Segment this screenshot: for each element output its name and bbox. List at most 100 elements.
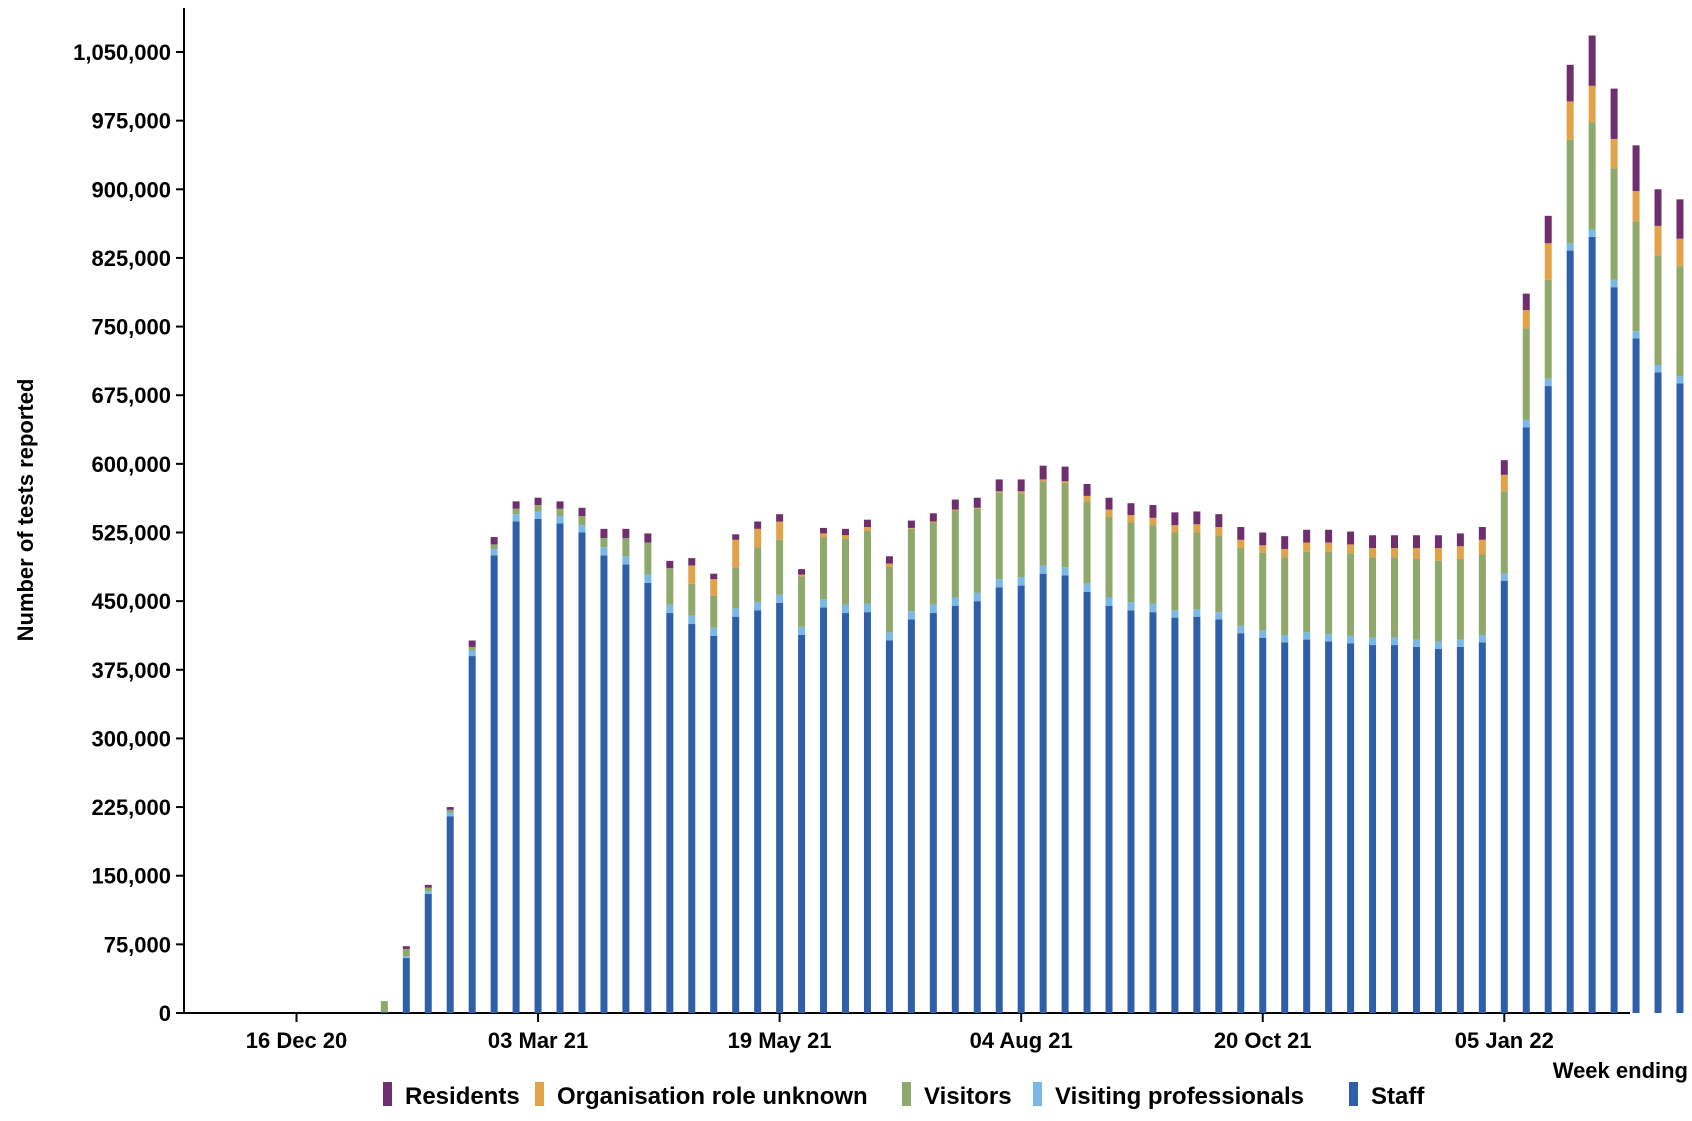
bar-segment-visitors <box>1105 516 1113 598</box>
bar-segment-visitors <box>820 537 828 600</box>
bar-segment-staff <box>402 958 410 1013</box>
legend-item-visitors: Visitors <box>902 1082 1012 1110</box>
bar-segment-visiting-professionals <box>1105 597 1113 606</box>
bar-segment-visiting-professionals <box>1083 583 1091 592</box>
bar-segment-visitors <box>1391 557 1398 638</box>
bar-segment-staff <box>710 635 718 1013</box>
bar-segment-visiting-professionals <box>1412 639 1420 647</box>
bar-segment-staff <box>929 613 937 1013</box>
bar-stack <box>1171 512 1179 1013</box>
bar-segment-residents <box>1456 533 1464 547</box>
bar-segment-visitors <box>1434 560 1442 642</box>
bar-segment-visiting-professionals <box>863 603 871 613</box>
bar-segment-visiting-professionals <box>1149 603 1157 613</box>
bar-segment-visiting-professionals <box>1347 635 1355 644</box>
bar-segment-visiting-professionals <box>885 632 893 641</box>
bar-stack <box>973 497 981 1013</box>
bar-segment-visitors <box>424 887 432 892</box>
bar-stack <box>863 519 871 1013</box>
bar-segment-visitors <box>1610 168 1618 280</box>
bar-segment-staff <box>556 523 564 1013</box>
legend-swatch <box>902 1082 911 1106</box>
bar-segment-residents <box>907 520 915 528</box>
bar-stack <box>600 528 608 1013</box>
bar-segment-visitors <box>644 542 652 575</box>
bar-stack <box>1566 64 1574 1013</box>
bar-segment-staff <box>1544 386 1552 1013</box>
legend-swatch <box>1349 1082 1358 1106</box>
bar-segment-visitors <box>1171 532 1179 611</box>
bar-segment-staff <box>688 624 696 1013</box>
bar-segment-residents <box>1039 465 1047 480</box>
x-tick-label: 16 Dec 20 <box>246 1028 348 1053</box>
bar-segment-organisation-role-unknown <box>1017 491 1025 494</box>
bar-segment-residents <box>1588 35 1596 86</box>
bar-segment-staff <box>534 518 542 1013</box>
bar-segment-organisation-role-unknown <box>1061 481 1069 484</box>
bar-segment-staff <box>1610 287 1618 1013</box>
bar-segment-visiting-professionals <box>907 611 915 620</box>
bar-segment-residents <box>973 497 981 508</box>
bar-stacks <box>380 35 1684 1014</box>
bar-segment-residents <box>534 497 542 506</box>
bar-segment-organisation-role-unknown <box>754 528 762 548</box>
legend-label: Visiting professionals <box>1055 1083 1304 1110</box>
bar-segment-staff <box>1149 612 1157 1013</box>
bar-segment-staff <box>1215 619 1223 1013</box>
bar-stack <box>1105 497 1113 1013</box>
bar-segment-staff <box>907 619 915 1013</box>
bar-segment-staff <box>1456 646 1464 1013</box>
bar-stack <box>1456 533 1464 1013</box>
bar-segment-staff <box>1434 648 1442 1013</box>
y-tick-label: 225,000 <box>91 795 171 820</box>
y-tick-label: 825,000 <box>91 246 171 271</box>
bar-segment-visitors <box>885 566 893 633</box>
bar-segment-visiting-professionals <box>1544 378 1552 387</box>
bar-segment-visiting-professionals <box>1039 565 1047 574</box>
bar-segment-visitors <box>512 508 520 515</box>
x-axis: 16 Dec 20 03 Mar 21 19 May 21 04 Aug 21 20 O… <box>184 1012 1630 1053</box>
bar-segment-visitors <box>402 948 410 957</box>
bar-segment-visiting-professionals <box>1478 635 1486 643</box>
bar-segment-organisation-role-unknown <box>688 565 696 584</box>
bar-segment-staff <box>1105 605 1113 1013</box>
bar-segment-organisation-role-unknown <box>1325 542 1333 552</box>
bar-segment-visitors <box>1039 481 1047 566</box>
bar-segment-residents <box>1434 535 1442 549</box>
bar-segment-visiting-professionals <box>1017 577 1025 586</box>
bar-stack <box>402 946 410 1013</box>
bar-stack <box>1478 527 1486 1013</box>
bar-segment-residents <box>1544 215 1552 244</box>
bar-segment-staff <box>1325 641 1333 1013</box>
bar-segment-visiting-professionals <box>578 525 586 533</box>
bar-stack <box>556 501 564 1013</box>
bar-segment-visiting-professionals <box>1259 630 1267 638</box>
bar-segment-visitors <box>710 595 718 628</box>
bar-segment-visitors <box>600 537 608 548</box>
legend-item-visiting-professionals: Visiting professionals <box>1033 1082 1304 1110</box>
bar-segment-visiting-professionals <box>1522 419 1530 428</box>
bar-segment-visiting-professionals <box>1434 641 1442 649</box>
bar-segment-visitors <box>1588 122 1596 230</box>
bar-segment-visitors <box>1676 266 1684 376</box>
bar-stack <box>644 533 652 1013</box>
bar-segment-visiting-professionals <box>732 608 740 617</box>
bar-stack <box>1039 465 1047 1013</box>
bar-segment-visiting-professionals <box>1325 634 1333 642</box>
bar-segment-organisation-role-unknown <box>1347 544 1355 554</box>
bar-segment-visitors <box>1412 559 1420 640</box>
bar-segment-staff <box>380 1012 388 1013</box>
bar-segment-residents <box>754 521 762 529</box>
bar-stack <box>1347 531 1355 1013</box>
y-tick-label: 975,000 <box>91 109 171 134</box>
bar-stack <box>1676 199 1684 1014</box>
bar-segment-staff <box>1391 645 1398 1013</box>
bar-segment-visiting-professionals <box>1566 243 1574 251</box>
bar-segment-organisation-role-unknown <box>929 521 937 523</box>
legend-label: Organisation role unknown <box>557 1083 868 1110</box>
legend: Residents Organisation role unknown Visito… <box>383 1082 1425 1110</box>
y-tick-label: 675,000 <box>91 383 171 408</box>
bar-stack <box>951 499 959 1013</box>
bar-segment-visitors <box>776 539 784 595</box>
bar-segment-visiting-professionals <box>1391 637 1398 646</box>
